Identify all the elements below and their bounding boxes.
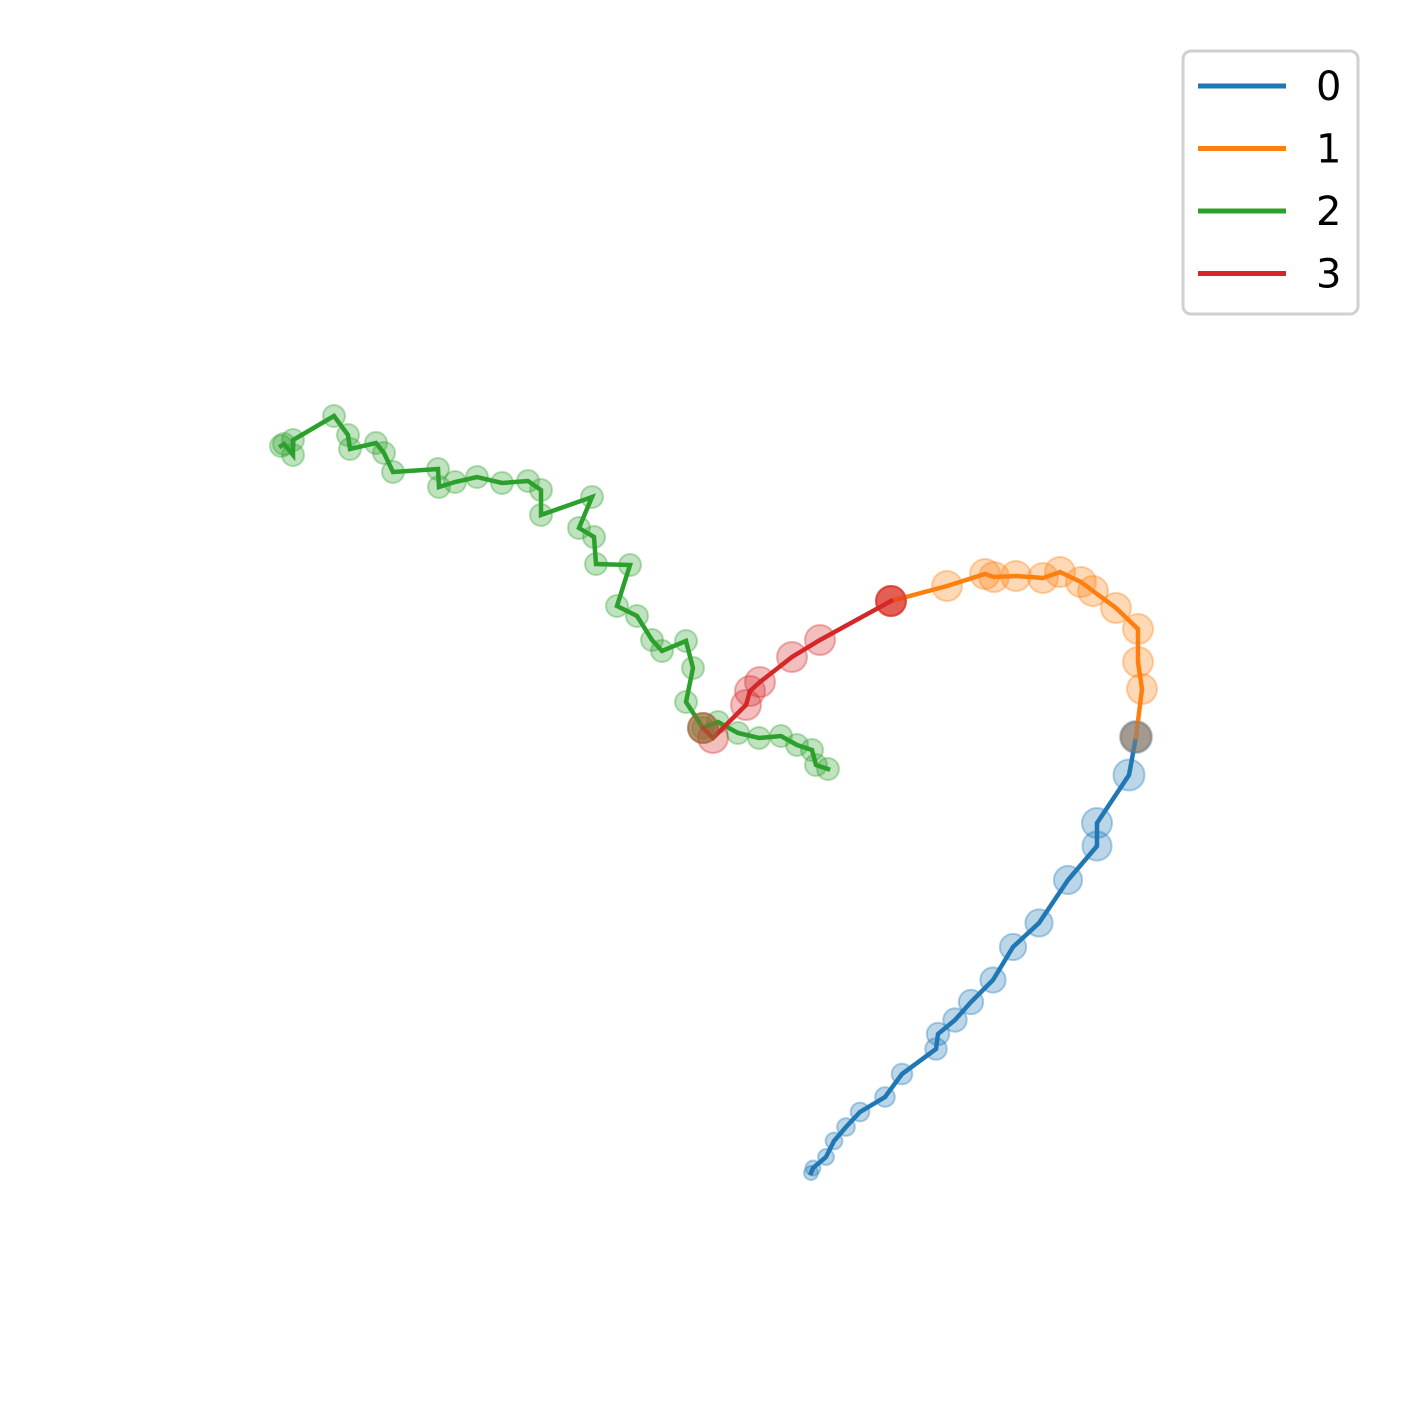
legend-label-3: 3 [1316, 252, 1341, 298]
series-3-line [699, 597, 895, 742]
legend-label-0: 0 [1316, 64, 1341, 110]
legend-box [1181, 49, 1360, 316]
junction-3-2-marker [687, 712, 719, 744]
legend-entries: 0 1 2 3 [1198, 64, 1341, 298]
series-0-line [808, 734, 1139, 1176]
legend-label-2: 2 [1316, 189, 1341, 235]
junctions-layer [687, 585, 1152, 753]
legend-label-1: 1 [1316, 127, 1341, 173]
series-1-line [888, 569, 1145, 740]
legend: 0 1 2 3 [1181, 49, 1360, 316]
series-2-line [277, 413, 831, 772]
junction-1-3-marker [875, 585, 907, 617]
junction-0-1-marker [1120, 721, 1152, 753]
markers-layer [269, 404, 1158, 1181]
lines-layer [277, 413, 1145, 1176]
